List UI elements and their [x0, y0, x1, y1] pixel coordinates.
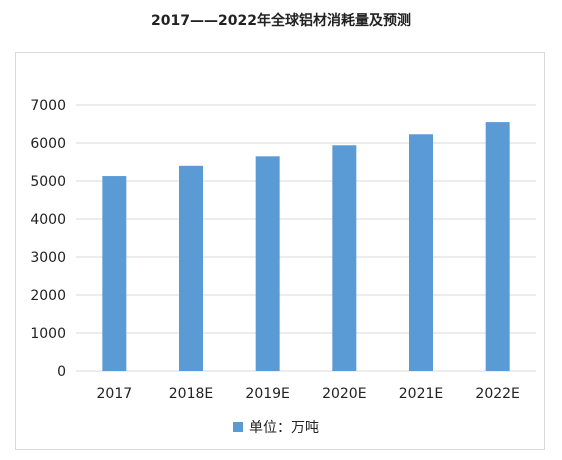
bar-2017 [102, 176, 127, 371]
chart-frame [15, 52, 545, 450]
bar-2022E [485, 122, 510, 371]
chart-title: 2017——2022年全球铝材消耗量及预测 [151, 13, 411, 29]
legend-label: 单位：万吨 [249, 420, 319, 436]
bar-2021E [409, 134, 433, 371]
x-tick-label: 2020E [322, 386, 366, 402]
gridlines [76, 104, 536, 372]
bar-2019E [255, 156, 280, 371]
x-tick-label: 2021E [399, 386, 443, 402]
bar-2020E [332, 145, 357, 371]
legend: 单位：万吨 [233, 420, 319, 436]
y-tick-label: 1000 [30, 326, 66, 342]
x-tick-label: 2022E [475, 386, 519, 402]
y-tick-label: 6000 [30, 136, 66, 152]
x-tick-label: 2017 [97, 386, 133, 402]
bar-2018E [179, 165, 203, 371]
x-tick-label: 2018E [169, 386, 213, 402]
x-tick-label: 2019E [245, 386, 289, 402]
x-axis-ticks: 2017 2018E 2019E 2020E 2021E 2022E [97, 386, 520, 402]
y-tick-label: 0 [57, 364, 66, 380]
y-tick-label: 4000 [30, 212, 66, 228]
y-tick-label: 2000 [30, 288, 66, 304]
legend-swatch [233, 422, 243, 432]
y-axis-ticks: 0 1000 2000 3000 4000 5000 6000 7000 [30, 98, 66, 380]
y-tick-label: 7000 [30, 98, 66, 114]
bars [102, 122, 510, 371]
y-tick-label: 3000 [30, 250, 66, 266]
y-tick-label: 5000 [30, 174, 66, 190]
